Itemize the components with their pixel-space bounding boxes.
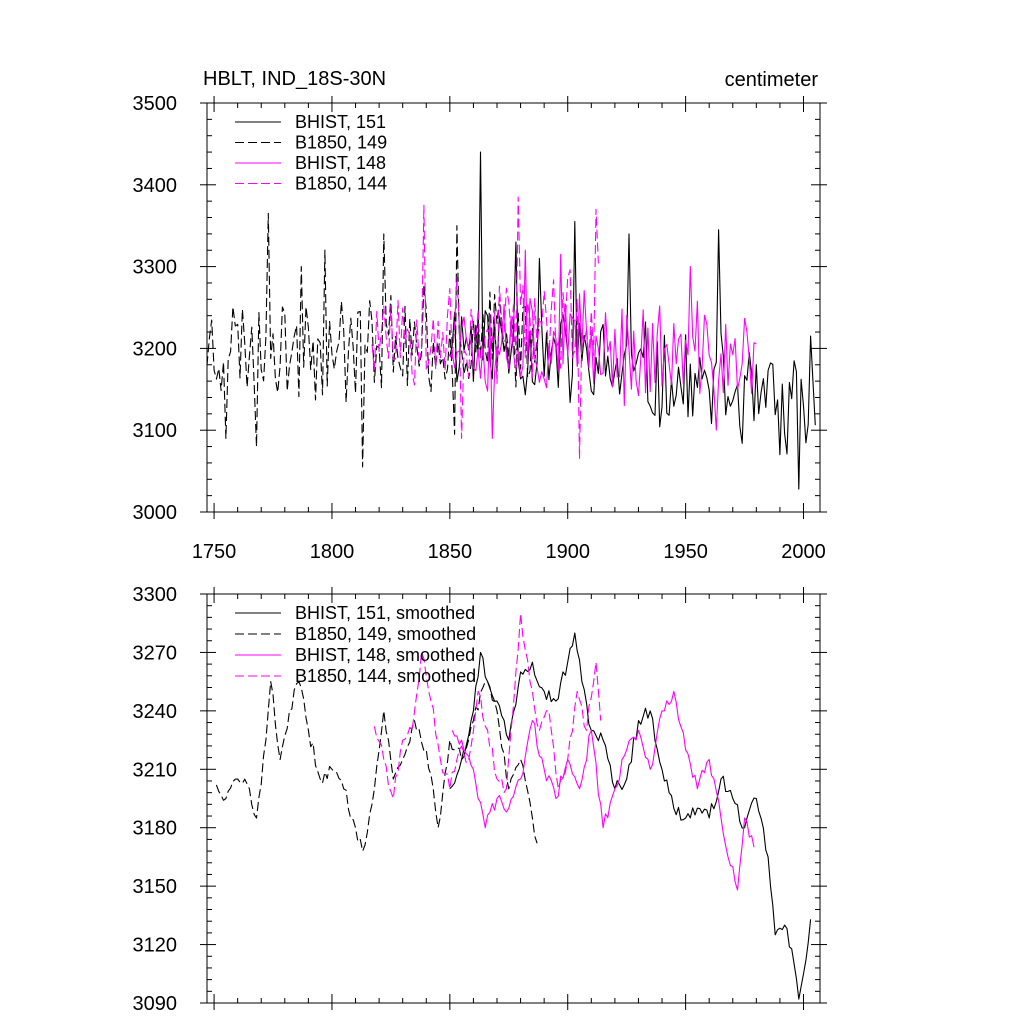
top-series-group [206, 151, 816, 490]
legend-label: B1850, 149 [295, 133, 387, 153]
legend-label: B1850, 144, smoothed [295, 666, 476, 686]
legend-label: BHIST, 148 [295, 153, 386, 173]
top-plot-frame [206, 102, 821, 513]
series-line-4 [373, 612, 602, 800]
units-label: centimeter [725, 69, 819, 91]
y-tick-label: 3270 [133, 642, 178, 664]
series-line-2 [215, 681, 538, 852]
legend-label: BHIST, 148, smoothed [295, 645, 475, 665]
y-tick-label: 3300 [133, 584, 178, 606]
top-panel: 1750 1800 1850 1900 1950 2000 3000 3100 3200 3300… [133, 93, 827, 563]
y-tick-label: 3090 [133, 993, 178, 1015]
y-tick-label: 3300 [133, 257, 178, 279]
y-tick-label: 3000 [133, 502, 178, 524]
legend-label: B1850, 149, smoothed [295, 624, 476, 644]
top-axes: 1750 1800 1850 1900 1950 2000 3000 3100 3200 3300… [133, 93, 827, 563]
bottom-series-group [215, 612, 812, 1000]
bottom-panel: 3090 3120 3150 3180 3210 3240 3270 3300 BHIST, … [133, 584, 827, 1015]
y-tick-label: 3100 [133, 420, 178, 442]
x-tick-label: 1950 [663, 541, 708, 563]
series-line-3 [451, 690, 755, 891]
y-tick-label: 3400 [133, 175, 178, 197]
y-tick-label: 3200 [133, 338, 178, 360]
legend-label: B1850, 144 [295, 174, 387, 194]
x-tick-label: 1900 [545, 541, 590, 563]
y-tick-label: 3500 [133, 93, 178, 115]
y-tick-label: 3180 [133, 818, 178, 840]
x-tick-label: 1800 [310, 541, 355, 563]
x-tick-label: 2000 [781, 541, 826, 563]
y-tick-label: 3210 [133, 759, 178, 781]
series-line-1 [449, 632, 812, 1000]
bottom-plot-frame [206, 593, 821, 1004]
bottom-axes: 3090 3120 3150 3180 3210 3240 3270 3300 [133, 584, 827, 1015]
y-tick-label: 3120 [133, 935, 178, 957]
series-line-4 [371, 196, 599, 460]
y-tick-label: 3240 [133, 701, 178, 723]
y-tick-label: 3150 [133, 876, 178, 898]
legend-label: BHIST, 151 [295, 112, 386, 132]
x-tick-label: 1750 [192, 541, 237, 563]
series-line-3 [449, 249, 757, 439]
chart-title: HBLT, IND_18S-30N [203, 68, 386, 90]
x-tick-label: 1850 [428, 541, 473, 563]
legend-label: BHIST, 151, smoothed [295, 603, 475, 623]
